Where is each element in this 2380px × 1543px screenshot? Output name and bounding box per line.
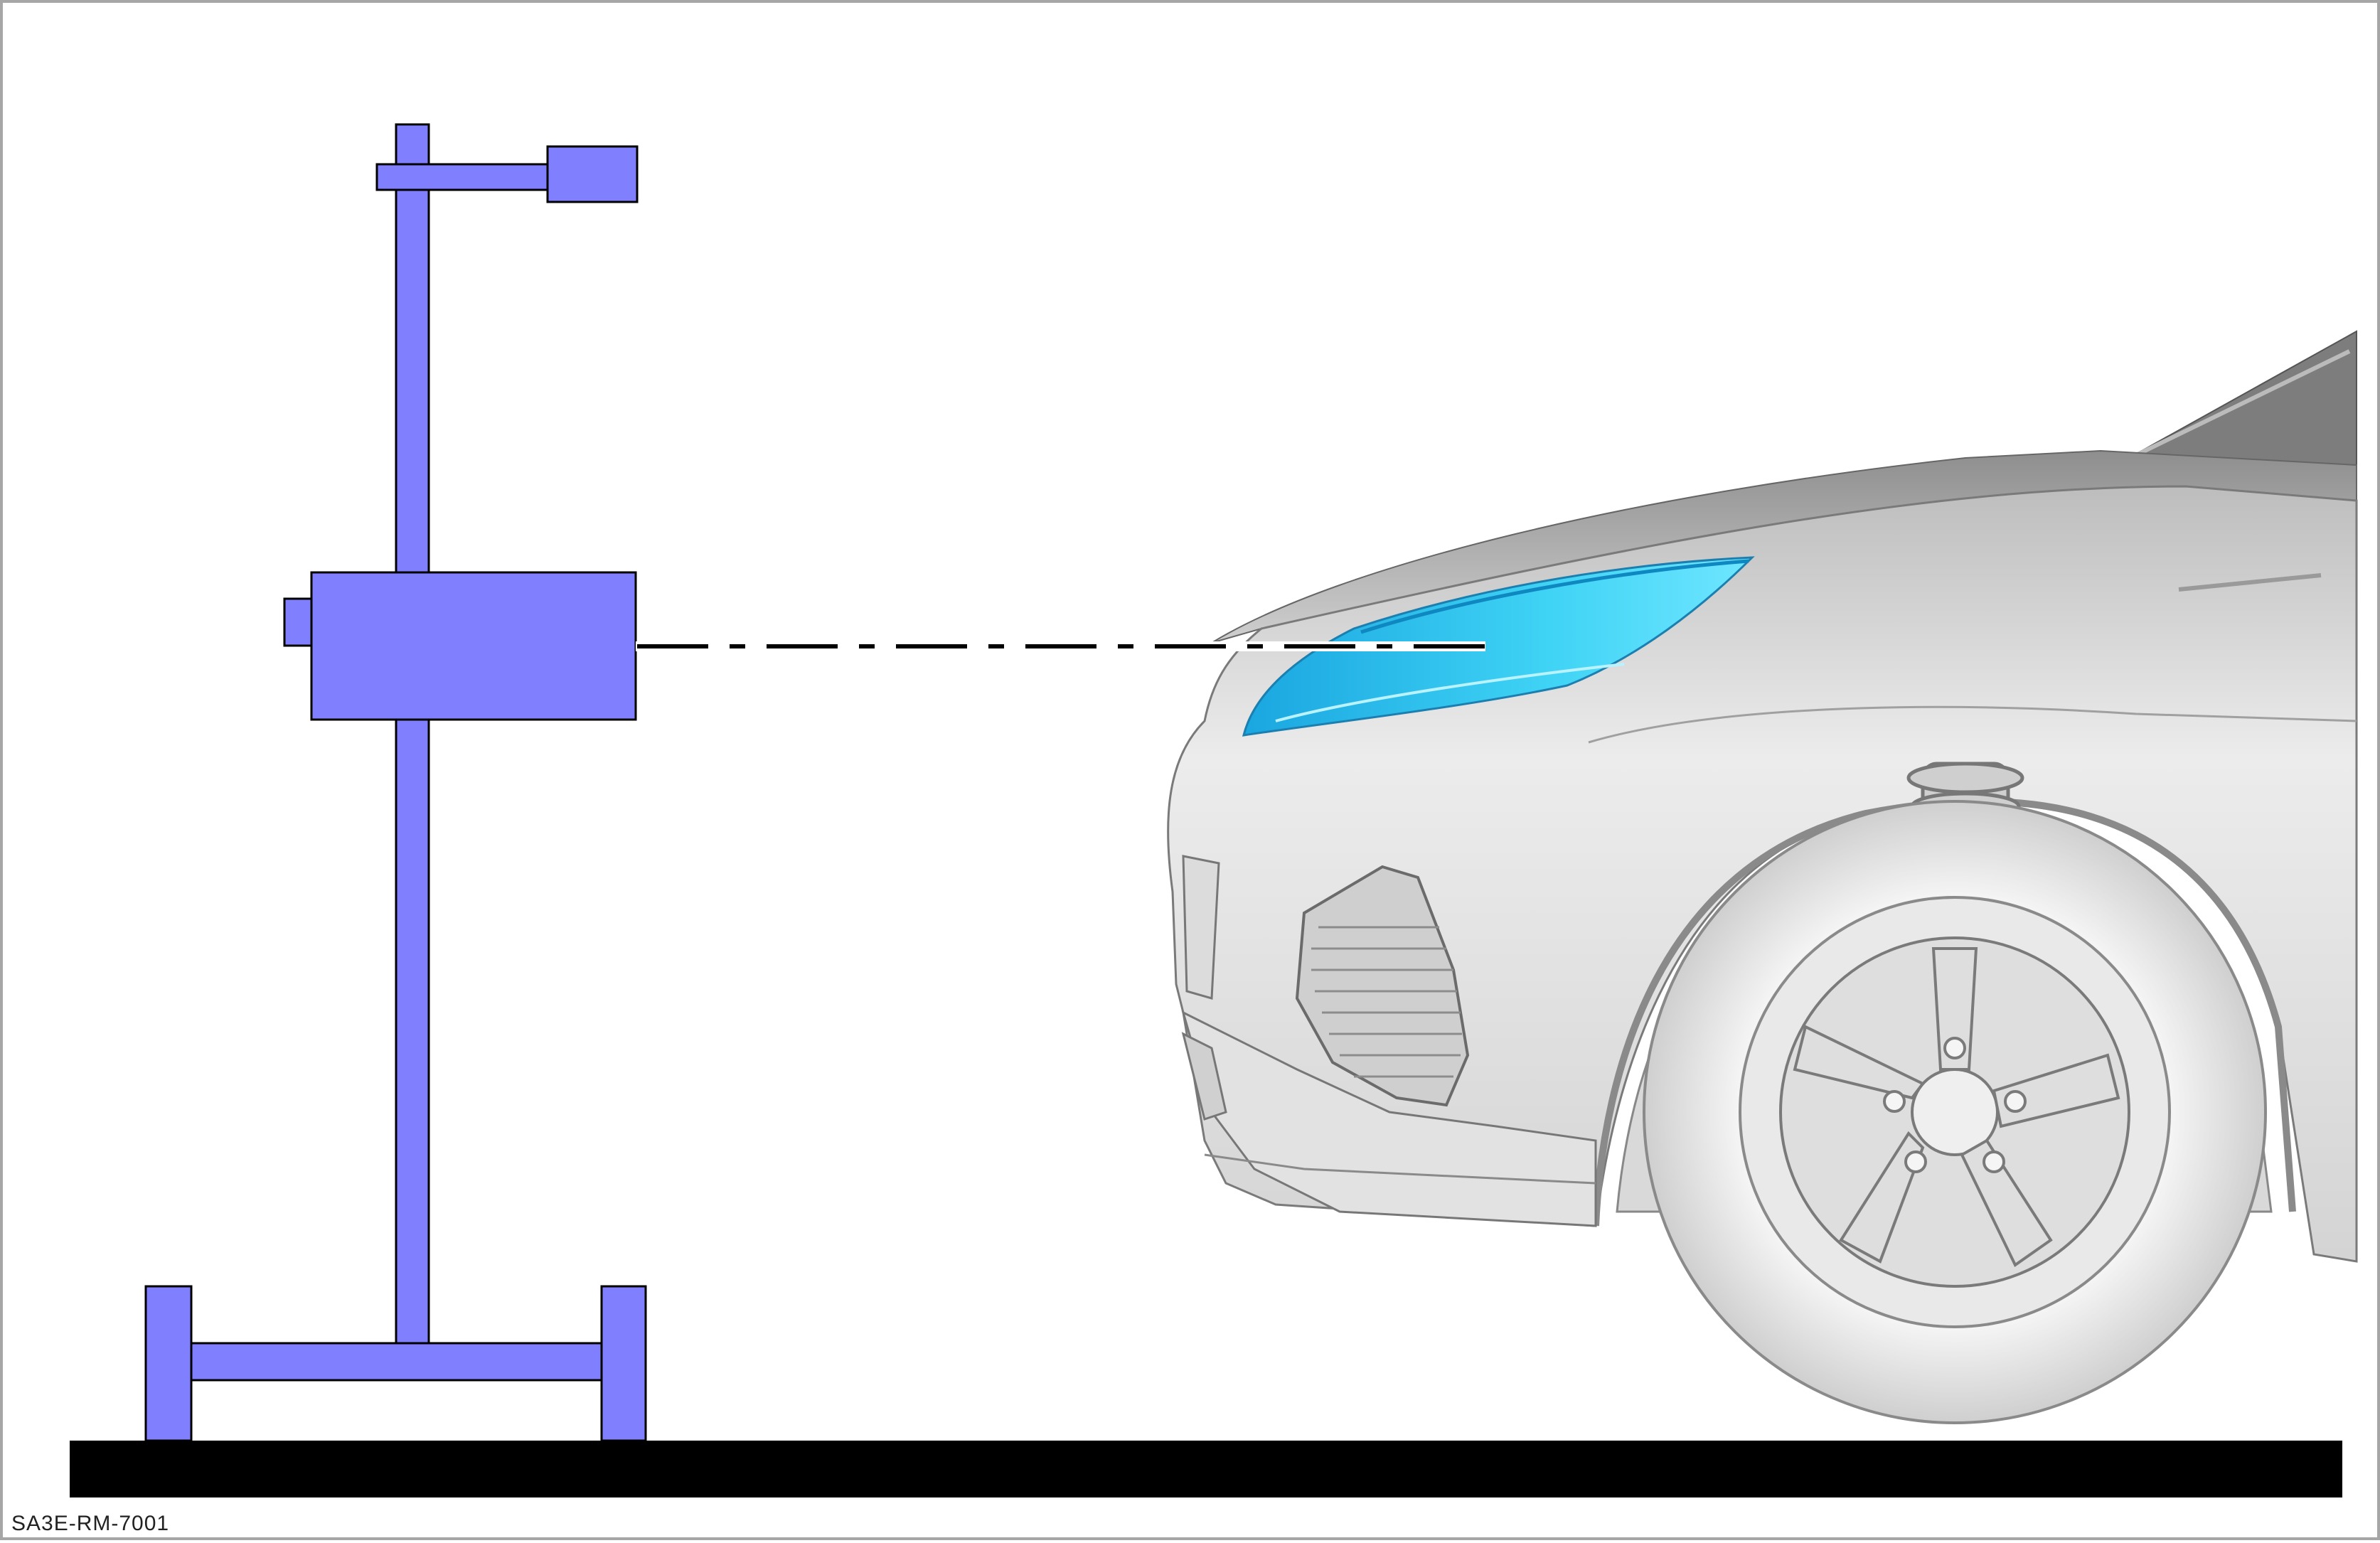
aimer-optical-box <box>310 571 637 721</box>
aimer-sight-box <box>546 145 639 203</box>
figure-caption: SA3E-RM-7001 <box>11 1512 170 1535</box>
aimer-left-wheel <box>144 1285 193 1442</box>
vehicle-wheel-rim <box>1779 936 2130 1288</box>
aimer-right-wheel <box>600 1285 647 1442</box>
figure-diagram <box>70 123 2358 1497</box>
aimer-knob <box>283 597 314 647</box>
headlamp-aimer-icon <box>144 123 647 1442</box>
vehicle-front-icon <box>1167 330 2358 1424</box>
aimer-column <box>395 123 430 1347</box>
aimer-base-crossbar <box>188 1342 604 1382</box>
ground-bar <box>70 1441 2342 1497</box>
aimer-top-arm <box>375 163 550 191</box>
